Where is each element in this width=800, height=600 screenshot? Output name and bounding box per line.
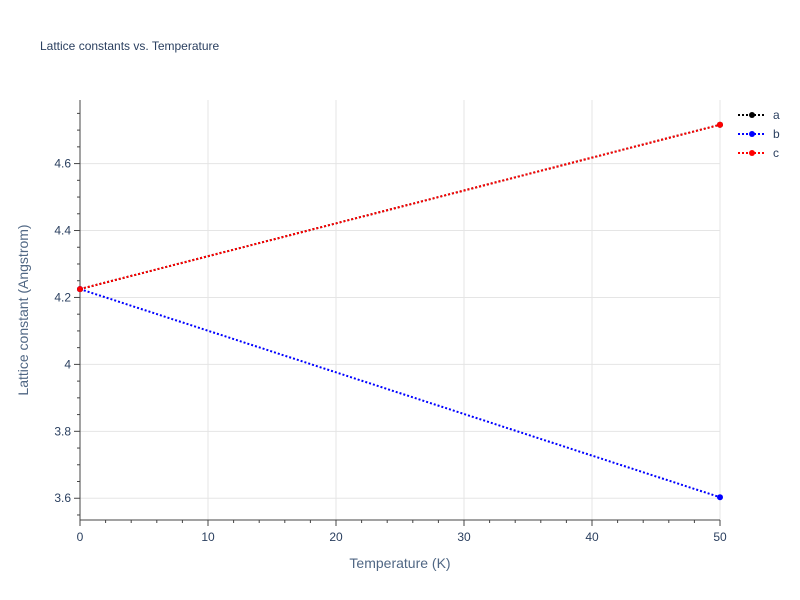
y-tick-label: 4.4 [54,224,71,238]
x-tick-label: 20 [329,530,343,544]
y-axis-title: Lattice constant (Angstrom) [15,224,31,395]
x-tick-label: 10 [201,530,215,544]
data-point-b [717,494,723,501]
x-axis-title: Temperature (K) [349,555,450,571]
series-line-c [79,123,721,291]
x-tick-label: 30 [457,530,471,544]
series-lines [79,123,721,499]
legend-swatch-marker-c [749,150,755,156]
x-tick-labels: 0 10 20 30 40 50 [77,530,727,544]
y-tick-label: 3.8 [54,424,71,438]
x-tick-label: 0 [77,530,84,544]
series-points [77,121,723,501]
axes [74,100,721,526]
x-tick-label: 50 [713,530,727,544]
y-tick-label: 3.6 [54,491,71,505]
legend-label-c: c [773,146,779,160]
legend-label-b: b [773,127,780,141]
legend-label-a: a [773,108,780,122]
x-tick-label: 40 [585,530,599,544]
legend-swatch-marker-a [749,112,755,118]
data-point-c [717,121,723,128]
grid [80,100,721,520]
y-tick-labels: 3.6 3.8 4 4.2 4.4 4.6 [54,157,71,506]
series-line-b [79,288,721,499]
y-tick-label: 4 [64,357,71,371]
y-tick-label: 4.2 [54,290,71,304]
y-tick-label: 4.6 [54,157,71,171]
chart-title: Lattice constants vs. Temperature [40,39,220,53]
legend-swatch-marker-b [749,131,755,137]
legend: abc [738,108,780,160]
data-point-c [77,286,83,293]
